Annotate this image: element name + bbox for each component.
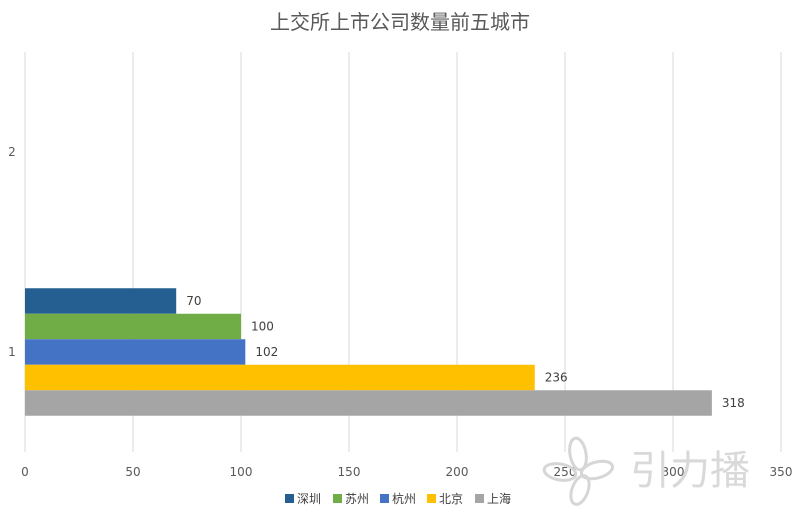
x-tick-label: 100 — [230, 465, 253, 479]
legend-label: 北京 — [439, 492, 463, 506]
legend-swatch — [380, 494, 389, 503]
x-tick-label: 150 — [338, 465, 361, 479]
legend-label: 上海 — [487, 491, 511, 506]
bars: 70 100 102 236 318 — [25, 288, 745, 416]
watermark-text: 引力播 — [630, 448, 750, 494]
legend-label: 深圳 — [297, 492, 321, 506]
bar — [25, 390, 712, 416]
x-tick-label: 350 — [770, 465, 793, 479]
data-label: 236 — [545, 371, 568, 385]
x-tick-label: 200 — [446, 465, 469, 479]
y-tick-label: 1 — [8, 345, 16, 359]
legend-swatch — [333, 494, 342, 503]
legend-swatch — [427, 494, 436, 503]
legend-swatch — [285, 494, 294, 503]
bar — [25, 339, 246, 365]
gridlines — [24, 52, 782, 452]
bar — [25, 288, 177, 314]
y-tick-label: 2 — [8, 145, 16, 159]
bar — [25, 313, 241, 340]
legend-swatch — [475, 494, 484, 503]
data-label: 102 — [255, 345, 278, 359]
flower-logo-icon: 引力播 — [542, 436, 750, 506]
x-tick-label: 0 — [21, 465, 29, 479]
data-label: 100 — [251, 320, 274, 334]
x-tick-label: 300 — [662, 465, 685, 479]
legend-label: 苏州 — [345, 492, 369, 506]
x-tick-label: 50 — [125, 465, 140, 479]
data-label: 318 — [722, 396, 745, 410]
chart-title: 上交所上市公司数量前五城市 — [270, 10, 530, 34]
data-label: 70 — [186, 294, 201, 308]
legend-label: 杭州 — [392, 491, 416, 506]
watermark: 引力播 — [540, 432, 790, 512]
legend: 深圳 苏州 杭州 北京 上海 — [285, 491, 511, 506]
bar — [25, 364, 535, 391]
